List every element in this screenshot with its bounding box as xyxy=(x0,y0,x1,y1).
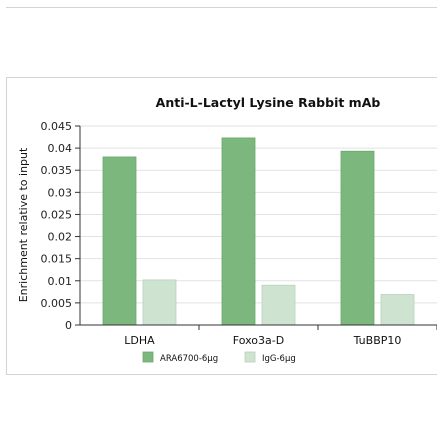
bar-igg-ldha xyxy=(142,279,177,326)
category-label: Foxo3a-D xyxy=(233,334,284,347)
bar-igg-foxo3a-d xyxy=(261,284,296,326)
y-axis-title: Enrichment relative to input xyxy=(17,147,30,302)
axes xyxy=(79,126,437,326)
category-labels: LDHA Foxo3a-D TuBBP10 xyxy=(124,325,437,347)
y-tick-label: 0.015 xyxy=(41,253,73,266)
y-tick-label: 0.02 xyxy=(48,231,73,244)
chart-title: Anti-L-Lactyl Lysine Rabbit mAb xyxy=(156,95,381,110)
y-tick-label: 0.03 xyxy=(48,186,73,199)
grid-lines xyxy=(80,125,437,304)
y-tick-labels: 0 0.005 0.01 0.015 0.02 0.025 0.03 0.035 0.04 0.0… xyxy=(41,120,80,332)
chart-bottom-divider xyxy=(6,374,437,375)
legend-swatch xyxy=(142,351,154,363)
legend-label: IgG-6μg xyxy=(262,354,296,364)
legend: ARA6700-6μg IgG-6μg xyxy=(142,351,296,364)
category-label: TuBBP10 xyxy=(353,334,402,347)
y-tick-label: 0.04 xyxy=(48,142,73,155)
chart-left-border xyxy=(6,77,7,374)
bar-igg-tubbp10 xyxy=(380,294,415,326)
bar-ara6700-tubbp10 xyxy=(340,150,375,326)
y-tick-label: 0.005 xyxy=(41,297,73,310)
y-tick-label: 0.01 xyxy=(48,275,73,288)
chart-top-divider xyxy=(6,77,437,78)
y-tick-label: 0.035 xyxy=(41,164,73,177)
legend-swatch xyxy=(244,351,256,363)
category-label: LDHA xyxy=(124,334,155,347)
bar-ara6700-foxo3a-d xyxy=(221,137,256,326)
y-tick-label: 0.045 xyxy=(41,120,73,133)
y-tick-label: 0 xyxy=(65,319,72,332)
top-divider xyxy=(6,7,437,8)
y-tick-label: 0.025 xyxy=(41,208,73,221)
bars xyxy=(102,137,415,326)
legend-label: ARA6700-6μg xyxy=(160,354,218,364)
bar-ara6700-ldha xyxy=(102,156,137,326)
